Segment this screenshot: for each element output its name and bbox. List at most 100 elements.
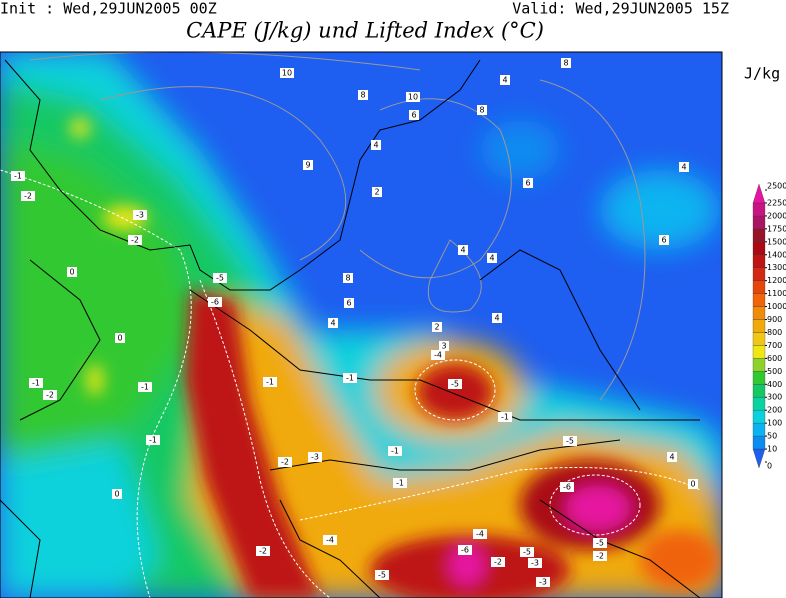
colorbar-label: 0 [767,462,772,471]
label-text: -1 [32,379,40,388]
contour-label: -1 [343,373,357,383]
contour-label: 0 [67,267,77,277]
contour-label: 10 [406,92,420,102]
label-text: 10 [408,93,418,102]
label-text: -1 [266,378,274,387]
label-text: 9 [305,161,310,170]
label-text: 6 [661,236,666,245]
label-text: -5 [378,571,386,580]
colorbar-segment [752,384,766,398]
contour-label: -2 [21,191,35,201]
label-box [343,273,353,283]
label-text: -6 [461,546,469,555]
label-text: -6 [211,298,219,307]
contour-label: -6 [560,482,574,492]
label-text: -2 [131,236,139,245]
contour-label: 8 [477,105,487,115]
contour-label: -1 [393,478,407,488]
colorbar-segment [752,293,766,307]
colorbar-label: 1400 [767,250,786,259]
contour-label: 4 [679,162,689,172]
label-box [328,318,338,328]
label-box [11,171,25,181]
colorbar-label: 1750 [767,224,786,233]
label-box [563,436,577,446]
contour-label: 9 [303,160,313,170]
label-box [115,333,125,343]
contour-label: 4 [500,75,510,85]
contour-label: 2 [432,322,442,332]
label-text: -2 [259,547,267,556]
contour-label: -6 [458,545,472,555]
colorbar-segment [752,183,766,204]
label-box [323,535,337,545]
contour-label: -5 [593,538,607,548]
label-box [448,379,462,389]
contour-label: 6 [409,110,419,120]
negative-contours [0,169,701,598]
label-text: 0 [114,490,119,499]
contour-label: -3 [536,577,550,587]
contour-label: 10 [280,68,294,78]
colorbar-label: 1000 [767,302,786,311]
colorbar-segment [752,280,766,294]
contour-label: 8 [561,58,571,68]
label-text: -3 [531,559,539,568]
label-text: 6 [525,179,530,188]
label-text: 0 [117,334,122,343]
label-box [278,457,292,467]
colorbar-label: 1100 [767,289,786,298]
label-text: -3 [539,578,547,587]
contour-label: 2 [372,187,382,197]
label-text: -2 [596,552,604,561]
label-text: -6 [563,483,571,492]
label-text: 3 [441,342,446,351]
label-box [520,547,534,557]
cape-field [0,52,722,598]
colorbar-label: 300 [767,393,782,402]
label-box [473,529,487,539]
contour-label: -1 [263,377,277,387]
label-box [213,273,227,283]
contour-label: -2 [128,235,142,245]
label-box [133,210,147,220]
label-box [659,235,669,245]
label-text: -3 [311,453,319,462]
contour-label: 8 [343,273,353,283]
label-box [406,92,420,102]
colorbar-label: 1300 [767,263,786,272]
label-box [432,322,442,332]
colorbar-segment [752,410,766,424]
contour-label: -3 [528,558,542,568]
label-box [375,570,389,580]
init-time: Init : Wed,29JUN2005 00Z [0,0,217,18]
label-box [393,478,407,488]
label-box [560,482,574,492]
label-box [280,68,294,78]
label-text: 4 [669,453,674,462]
label-box [498,412,512,422]
label-box [146,435,160,445]
colorbar-segment [752,332,766,346]
contour-label: -3 [308,452,322,462]
contour-label: -2 [256,546,270,556]
label-text: -1 [14,172,22,181]
colorbar-label: 800 [767,328,782,337]
label-box [593,538,607,548]
colorbar-label: 600 [767,354,782,363]
label-text: -5 [451,380,459,389]
label-box [536,577,550,587]
label-text: -4 [326,536,334,545]
colorbar-label: 50 [767,432,777,441]
colorbar-segment [752,306,766,320]
colorbar: 0 10 50 100 200 300 400 500 600 700 800 900 1000 1100… [752,182,786,471]
label-text: -5 [216,274,224,283]
contour-label: 0 [688,479,698,489]
label-box [500,75,510,85]
colorbar-label: 400 [767,380,782,389]
label-text: 4 [489,254,494,263]
colorbar-label: 900 [767,315,782,324]
label-box [477,105,487,115]
label-text: 6 [346,299,351,308]
